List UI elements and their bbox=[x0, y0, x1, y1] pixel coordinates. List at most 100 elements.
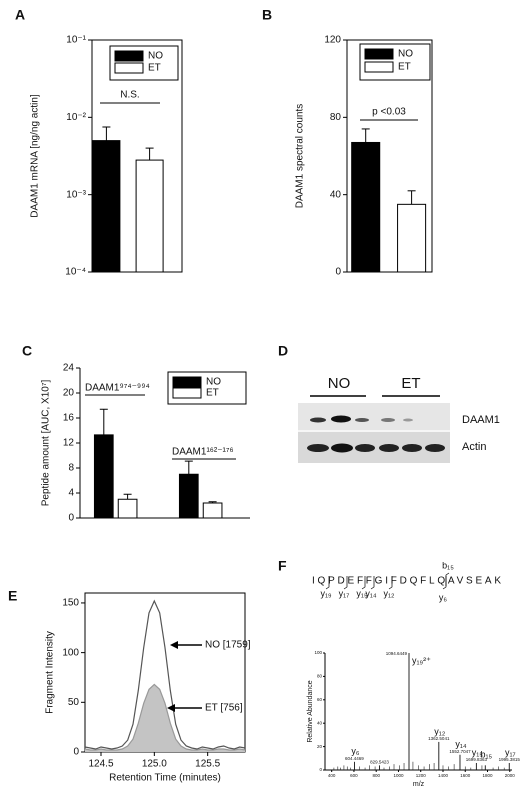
x-tick-label: 1800 bbox=[483, 773, 494, 778]
peak-mz-label: 1552.7047 bbox=[449, 749, 471, 754]
y-tick-label: 10⁻² bbox=[66, 112, 86, 123]
y-tick-label: 120 bbox=[324, 35, 341, 46]
peak-ion-label: y₁₉²⁺ bbox=[412, 655, 431, 665]
y-tick-label: 50 bbox=[68, 697, 80, 708]
y-axis-label: Fragment Intensity bbox=[45, 631, 56, 714]
band-label: DAAM1 bbox=[462, 414, 500, 426]
y-tick-label: 0 bbox=[73, 747, 79, 758]
fragment-label: y₆ bbox=[439, 592, 448, 602]
y-tick-label: 16 bbox=[63, 413, 75, 424]
annotation: NO [1759] bbox=[205, 640, 251, 651]
y-tick-label: 0 bbox=[68, 513, 74, 524]
peak-ion-label: b₁₅ bbox=[480, 750, 492, 760]
y-tick-label: 150 bbox=[62, 598, 79, 609]
fragment-label: y₁₄ bbox=[365, 588, 377, 598]
peak-mz-label: 1094.6449 bbox=[386, 651, 408, 656]
y-tick-label: 10⁻³ bbox=[66, 189, 86, 200]
panel-letter: D bbox=[278, 343, 288, 359]
x-tick-label: 800 bbox=[372, 773, 380, 778]
peak-ion-label: y₁₂ bbox=[434, 726, 446, 736]
x-tick-label: 2000 bbox=[505, 773, 516, 778]
x-tick-label: 1200 bbox=[416, 773, 427, 778]
x-tick-label: 125.5 bbox=[195, 759, 220, 770]
y-tick-label: 24 bbox=[63, 363, 75, 374]
fragment-marker bbox=[445, 572, 450, 586]
y-axis-label: Peptide amount [AUC, X10⁷] bbox=[41, 380, 52, 507]
y-tick-label: 8 bbox=[68, 463, 74, 474]
legend-label: ET bbox=[398, 62, 411, 73]
peak-ion-label: y₁₅ bbox=[472, 747, 484, 757]
bar bbox=[92, 140, 121, 273]
panel-letter: C bbox=[22, 343, 32, 359]
fragment-label: b₁₅ bbox=[442, 560, 454, 570]
group-label: NO bbox=[328, 375, 351, 392]
y-tick-label: 0 bbox=[319, 767, 322, 772]
legend-swatch bbox=[364, 61, 394, 73]
bar bbox=[178, 473, 199, 519]
band bbox=[331, 415, 351, 423]
panel-letter: E bbox=[8, 588, 17, 604]
band bbox=[331, 443, 353, 453]
y-axis-label: DAAM1 spectral counts bbox=[295, 104, 306, 209]
band bbox=[381, 418, 395, 422]
annotation: p <0.03 bbox=[372, 107, 406, 118]
panel-letter: F bbox=[278, 558, 287, 574]
x-tick-label: 125.0 bbox=[142, 759, 167, 770]
legend-swatch bbox=[364, 48, 394, 60]
band bbox=[307, 444, 329, 452]
y-tick-label: 40 bbox=[330, 189, 342, 200]
band bbox=[425, 444, 445, 452]
fragment-marker bbox=[343, 576, 348, 590]
y-tick-label: 100 bbox=[62, 647, 79, 658]
annotation: N.S. bbox=[120, 90, 139, 101]
y-tick-label: 80 bbox=[317, 674, 323, 679]
legend-label: ET bbox=[206, 388, 219, 399]
band bbox=[355, 444, 375, 452]
fragment-marker bbox=[325, 576, 330, 590]
legend-label: NO bbox=[398, 49, 413, 60]
y-tick-label: 12 bbox=[63, 438, 75, 449]
y-tick-label: 100 bbox=[314, 650, 322, 655]
x-tick-label: 1400 bbox=[438, 773, 449, 778]
peak-mz-label: 1699.8363 bbox=[466, 757, 488, 762]
peak-mz-label: 1362.5041 bbox=[428, 736, 450, 741]
arrowhead bbox=[170, 641, 178, 649]
plot-frame bbox=[346, 39, 433, 273]
category-label: DAAM1¹⁶²⁻¹⁷⁶ bbox=[172, 447, 234, 458]
peak-mz-label: 1995.3815 bbox=[499, 757, 520, 762]
legend-swatch bbox=[172, 376, 202, 388]
y-axis-label: Relative Abundance bbox=[307, 680, 314, 742]
area bbox=[85, 684, 245, 752]
peak-ion-label: y₁₄ bbox=[455, 739, 467, 749]
x-tick-label: 1600 bbox=[460, 773, 471, 778]
fragment-label: y₁₅ bbox=[356, 588, 368, 598]
peak-ion-label: y₆ bbox=[351, 746, 360, 756]
fragment-label: y₁₉ bbox=[320, 588, 332, 598]
x-tick-label: 600 bbox=[350, 773, 358, 778]
legend-label: NO bbox=[148, 51, 163, 62]
line bbox=[84, 599, 246, 750]
fragment-marker bbox=[361, 576, 366, 590]
fragment-marker bbox=[388, 576, 393, 590]
x-axis-label: m/z bbox=[413, 781, 425, 788]
y-tick-label: 4 bbox=[68, 488, 74, 499]
annotation: ET [756] bbox=[205, 703, 243, 714]
category-label: DAAM1⁹⁷⁴⁻⁹⁹⁴ bbox=[85, 383, 150, 394]
legend-swatch bbox=[114, 50, 144, 62]
y-tick-label: 0 bbox=[335, 267, 341, 278]
fragment-marker bbox=[370, 576, 375, 590]
y-tick-label: 20 bbox=[317, 744, 323, 749]
band bbox=[355, 418, 369, 422]
panel-letter: B bbox=[262, 7, 272, 23]
bar bbox=[117, 498, 138, 519]
bar bbox=[397, 203, 427, 273]
arrowhead bbox=[167, 704, 175, 712]
group-label: ET bbox=[401, 375, 420, 392]
bar bbox=[93, 434, 114, 519]
x-tick-label: 1000 bbox=[393, 773, 404, 778]
legend-swatch bbox=[114, 62, 144, 74]
x-tick-label: 400 bbox=[328, 773, 336, 778]
fragment-label: y₁₂ bbox=[383, 588, 395, 598]
peak-mz-label: 829.5423 bbox=[370, 760, 389, 765]
